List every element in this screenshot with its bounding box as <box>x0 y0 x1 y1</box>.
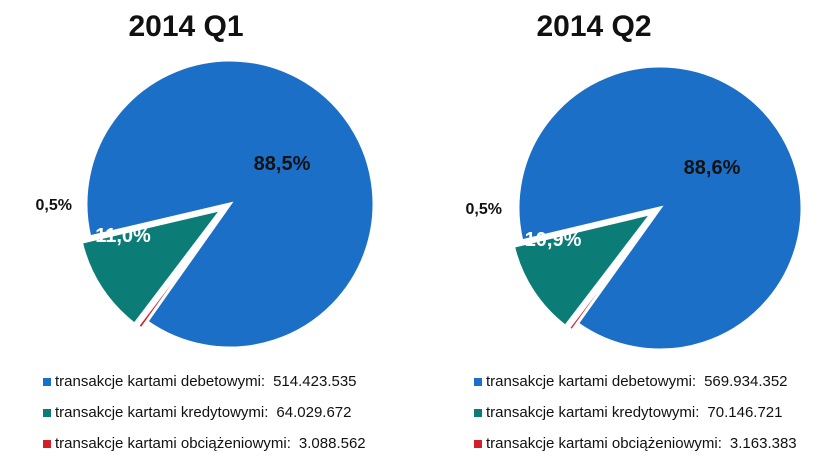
slice-debit <box>516 64 804 352</box>
chart-panel-q1: 2014 Q1 88,5% 11,0% 0,5% transakcje kartam… <box>0 0 420 452</box>
percent-label-charge: 0,5% <box>466 201 502 218</box>
legend-swatch <box>474 439 482 448</box>
legend-value: 3.163.383 <box>729 435 797 452</box>
legend-swatch <box>474 408 482 417</box>
legend-value: 514.423.535 <box>273 373 357 390</box>
slice-debit <box>84 58 376 350</box>
legend-swatch <box>43 408 51 417</box>
legend-swatch <box>43 377 51 386</box>
legend-value: 3.088.562 <box>298 435 366 452</box>
legend-label: transakcje kartami debetowymi: <box>486 373 697 390</box>
legend-value: 64.029.672 <box>276 404 352 421</box>
legend-label: transakcje kartami obciążeniowymi: <box>486 435 722 452</box>
legend-label: transakcje kartami obciążeniowymi: <box>55 435 291 452</box>
legend: transakcje kartami debetowymi: 569.934.3… <box>474 366 797 459</box>
slice-charge <box>566 214 656 333</box>
legend-swatch <box>474 377 482 386</box>
percent-label-credit: 10,9% <box>525 229 582 251</box>
legend-item-credit: transakcje kartami kredytowymi: 64.029.6… <box>43 397 366 428</box>
legend-item-debit: transakcje kartami debetowymi: 514.423.5… <box>43 366 366 397</box>
chart-title: 2014 Q2 <box>536 10 652 43</box>
slice-credit <box>79 207 226 327</box>
legend-item-charge: transakcje kartami obciążeniowymi: 3.163… <box>474 428 797 459</box>
legend-value: 70.146.721 <box>707 404 783 421</box>
legend-item-credit: transakcje kartami kredytowymi: 70.146.7… <box>474 397 797 428</box>
legend: transakcje kartami debetowymi: 514.423.5… <box>43 366 366 459</box>
legend-label: transakcje kartami kredytowymi: <box>486 404 700 421</box>
slice-charge <box>135 210 226 331</box>
legend-label: transakcje kartami debetowymi: <box>55 373 266 390</box>
legend-label: transakcje kartami kredytowymi: <box>55 404 269 421</box>
percent-label-debit: 88,6% <box>684 157 741 179</box>
chart-title: 2014 Q1 <box>128 10 244 43</box>
slice-credit <box>511 211 656 329</box>
chart-panel-q2: 2014 Q2 88,6% 10,9% 0,5% transakcje kartam… <box>419 0 839 452</box>
legend-swatch <box>43 439 51 448</box>
legend-item-charge: transakcje kartami obciążeniowymi: 3.088… <box>43 428 366 459</box>
percent-label-credit: 11,0% <box>95 225 151 247</box>
legend-item-debit: transakcje kartami debetowymi: 569.934.3… <box>474 366 797 397</box>
percent-label-charge: 0,5% <box>36 197 72 214</box>
legend-value: 569.934.352 <box>704 373 788 390</box>
pie-chart: 88,6% 10,9% 0,5% <box>466 64 804 352</box>
pie-chart: 88,5% 11,0% 0,5% <box>36 58 376 350</box>
percent-label-debit: 88,5% <box>254 153 311 175</box>
